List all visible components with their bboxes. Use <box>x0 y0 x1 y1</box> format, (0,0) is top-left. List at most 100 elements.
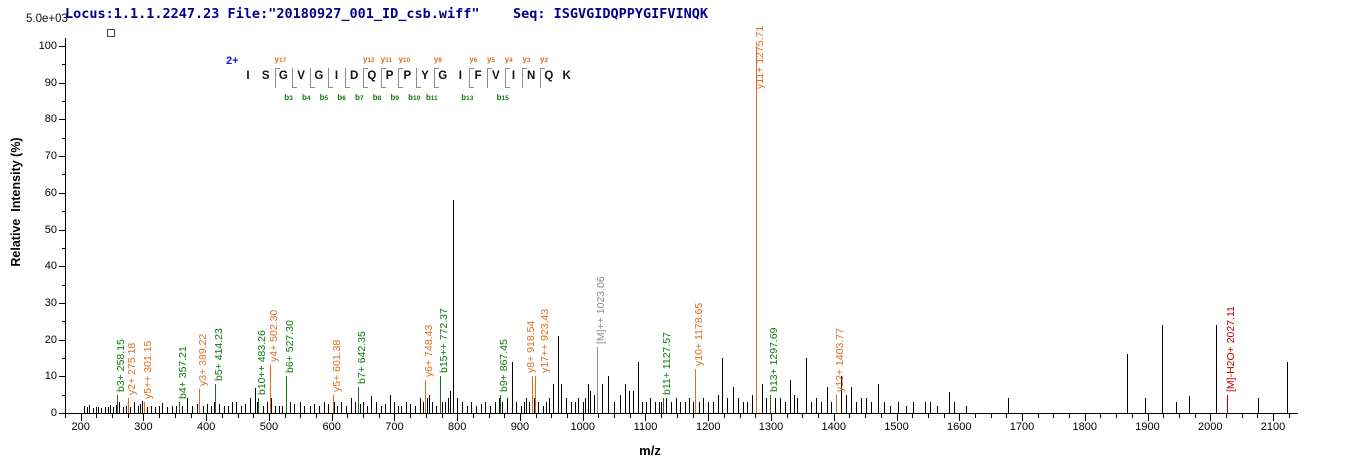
spectrum-peak <box>793 394 795 413</box>
b-bracket-arm <box>416 87 422 88</box>
spectrum-peak <box>866 398 868 413</box>
spectrum-peak <box>965 405 967 413</box>
spectrum-peak <box>765 398 767 413</box>
x-tick <box>1194 414 1196 418</box>
spectrum-peak <box>614 401 616 413</box>
spectrum-peak <box>294 403 296 413</box>
fragment-separator <box>416 68 418 88</box>
spectrum-peak <box>236 401 238 413</box>
spectrum-peak <box>855 401 857 413</box>
spectrum-peak <box>703 398 705 413</box>
fragment-separator <box>363 68 365 88</box>
spectrum-peak <box>577 398 579 413</box>
b-bracket-arm <box>380 87 386 88</box>
spectrum-peak <box>954 401 956 413</box>
spectrum-peak <box>130 407 132 413</box>
x-tick <box>582 414 584 421</box>
y-tick <box>59 266 65 268</box>
y-tick <box>59 339 65 341</box>
spectrum-peak <box>457 398 459 413</box>
b-ion-label: b13 <box>461 93 474 102</box>
x-tick <box>268 414 270 421</box>
x-tick <box>849 414 851 418</box>
b-ion-label: b11 <box>425 93 438 102</box>
sequence-header-text: Seq: ISGVGIDQPPYGIFVINQK <box>513 6 709 22</box>
spectrum-peak <box>607 376 609 413</box>
x-tick <box>676 414 678 418</box>
x-tick <box>488 414 490 418</box>
x-tick <box>990 414 992 418</box>
ion-peak-label: y2+ 275.18 <box>125 343 138 396</box>
spectrum-peak <box>930 401 932 413</box>
fragment-separator <box>486 68 488 88</box>
spectrum-peak <box>123 407 125 413</box>
x-tick-label: 2100 <box>1260 421 1286 433</box>
spectrum-peak <box>1007 398 1009 413</box>
spectrum-peak <box>109 404 111 413</box>
spectrum-peak <box>299 401 301 413</box>
spectrum-peak <box>485 401 487 413</box>
ion-peak-label: y6+ 748.43 <box>422 324 435 377</box>
ion-peak-label: b9+ 867.45 <box>497 338 510 392</box>
spectrum-peak <box>661 401 663 413</box>
spectrum-peak <box>520 405 522 413</box>
ion-peak-marker <box>597 346 599 413</box>
spectrum-peak <box>89 404 91 413</box>
ion-peak-label: b13+ 1297.69 <box>767 327 780 392</box>
x-tick-label: 900 <box>510 421 530 433</box>
precursor-charge-label: 2+ <box>226 55 239 67</box>
ion-peak-marker <box>358 387 360 413</box>
x-tick <box>880 414 882 418</box>
x-tick <box>378 414 380 418</box>
ion-peak-marker <box>270 365 272 413</box>
x-tick <box>1084 414 1086 421</box>
y-bracket-arm <box>486 68 492 69</box>
y-bracket-arm <box>274 68 280 69</box>
residue-letter: S <box>261 70 270 82</box>
spectrum-peak <box>905 405 907 413</box>
spectrum-peak <box>192 405 194 413</box>
x-tick <box>1116 414 1118 418</box>
y-tick <box>62 394 65 396</box>
x-tick <box>1100 414 1102 418</box>
spectrum-peak <box>107 407 109 413</box>
spectrum-peak <box>582 401 584 413</box>
spectrum-peak <box>471 401 473 413</box>
fragment-separator <box>398 68 400 88</box>
x-tick <box>723 414 725 418</box>
spectrum-peak <box>104 407 106 413</box>
y-tick <box>59 156 65 158</box>
x-tick-label: 1200 <box>695 421 721 433</box>
spectrum-peak <box>1287 361 1289 413</box>
ion-peak-marker <box>662 398 664 413</box>
spectrum-peak <box>789 379 791 413</box>
ion-peak-label: [M]++ 1023.06 <box>595 276 608 344</box>
residue-letter: Y <box>421 70 429 82</box>
spectrum-peak <box>341 401 343 413</box>
y-tick <box>62 211 65 213</box>
locus-file-text: Locus:1.1.1.2247.23 File:"20180927_001_I… <box>65 6 480 22</box>
spectrum-peak <box>698 401 700 413</box>
spectrum-peak <box>134 401 136 413</box>
spectrum-peak <box>394 401 396 413</box>
spectrum-peak <box>1175 401 1177 413</box>
x-tick <box>1006 414 1008 418</box>
b-bracket-arm <box>469 87 475 88</box>
y-tick-label: 70 <box>44 150 57 163</box>
spectrum-peak <box>949 392 951 413</box>
x-tick <box>708 414 710 421</box>
spectrum-peak <box>245 403 247 413</box>
spectrum-peak <box>629 390 631 413</box>
spectrum-peak <box>670 401 672 413</box>
spectrum-peak <box>658 401 660 413</box>
x-tick <box>206 414 208 421</box>
b-ion-label: b4 <box>301 93 311 102</box>
x-tick-label: 200 <box>71 421 90 433</box>
ion-peak-marker <box>199 389 201 413</box>
spectrum-peak <box>890 405 892 413</box>
x-tick <box>645 414 647 421</box>
spectrum-peak <box>693 401 695 413</box>
x-tick <box>786 414 788 418</box>
spectrum-peak <box>249 398 251 413</box>
spectrum-peak <box>826 387 828 413</box>
